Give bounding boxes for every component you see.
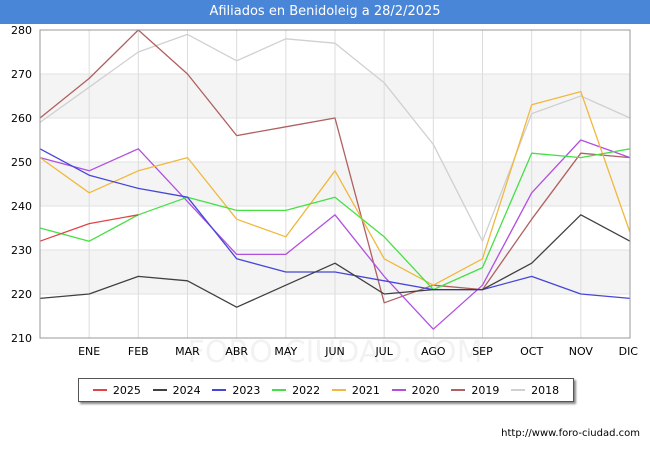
legend-label: 2018 [531, 383, 560, 397]
x-tick-label: MAY [274, 345, 297, 358]
legend-swatch [391, 389, 406, 391]
legend-swatch [92, 389, 107, 391]
x-tick-label: MAR [175, 345, 200, 358]
x-tick-label: ENE [78, 345, 100, 358]
series-line-2023 [39, 148, 631, 300]
x-tick-label: ABR [225, 345, 248, 358]
series-line-2025 [39, 214, 139, 242]
legend-swatch [511, 389, 526, 391]
y-tick-label: 260 [11, 112, 32, 125]
y-tick-label: 280 [11, 24, 32, 37]
legend-swatch [152, 389, 167, 391]
legend-label: 2019 [471, 383, 500, 397]
chart-title: Afiliados en Benidoleig a 28/2/2025 [0, 0, 650, 24]
x-tick-label: FEB [128, 345, 149, 358]
y-tick-label: 250 [11, 156, 32, 169]
y-tick-label: 230 [11, 244, 32, 257]
series-line-2020 [39, 139, 631, 330]
legend-item-2020: 2020 [391, 383, 440, 397]
series-line-2024 [39, 214, 631, 308]
legend-item-2023: 2023 [212, 384, 260, 397]
legend-label: 2024 [172, 383, 201, 397]
legend-item-2019: 2019 [451, 384, 499, 397]
x-tick-label: OCT [520, 345, 543, 358]
watermark: FORO-CIUDAD.COM [188, 335, 483, 370]
series-line-2021 [39, 90, 631, 286]
x-axis-labels: ENE FEB MAR ABR MAY JUN JUL AGO SEP OCT NOV DIC [78, 345, 638, 358]
legend-label: 2021 [351, 383, 380, 397]
x-tick-label: SEP [472, 345, 493, 358]
x-tick-label: DIC [619, 345, 639, 358]
y-tick-label: 210 [11, 332, 32, 345]
legend-label: 2025 [112, 383, 141, 397]
legend-swatch [272, 389, 287, 391]
x-tick-label: AGO [421, 345, 446, 358]
legend-item-2018: 2018 [511, 384, 559, 397]
y-tick-label: 240 [11, 200, 32, 213]
legend-swatch [451, 389, 466, 391]
legend-swatch [331, 389, 346, 391]
legend-item-2022: 2022 [272, 384, 320, 397]
x-tick-label: JUN [324, 345, 345, 358]
legend-label: 2022 [292, 383, 321, 397]
source-url[interactable]: http://www.foro-ciudad.com [501, 428, 640, 439]
x-tick-label: JUL [374, 345, 393, 358]
legend-item-2021: 2021 [331, 383, 380, 397]
x-tick-label: NOV [569, 345, 594, 358]
legend-label: 2020 [411, 383, 440, 397]
y-tick-label: 220 [11, 288, 32, 301]
y-axis-labels: 210 220 230 240 250 260 270 280 [11, 24, 32, 345]
series-line-2018 [39, 33, 631, 242]
series-lines [39, 29, 631, 330]
plot-border [39, 29, 631, 339]
legend-swatch [212, 389, 227, 391]
legend-item-2025: 2025 [92, 383, 141, 397]
y-tick-label: 270 [11, 68, 32, 81]
legend-label: 2023 [232, 383, 261, 397]
legend: 2025 2024 2023 2022 2021 2020 2019 2018 [78, 378, 574, 402]
legend-item-2024: 2024 [152, 383, 201, 397]
